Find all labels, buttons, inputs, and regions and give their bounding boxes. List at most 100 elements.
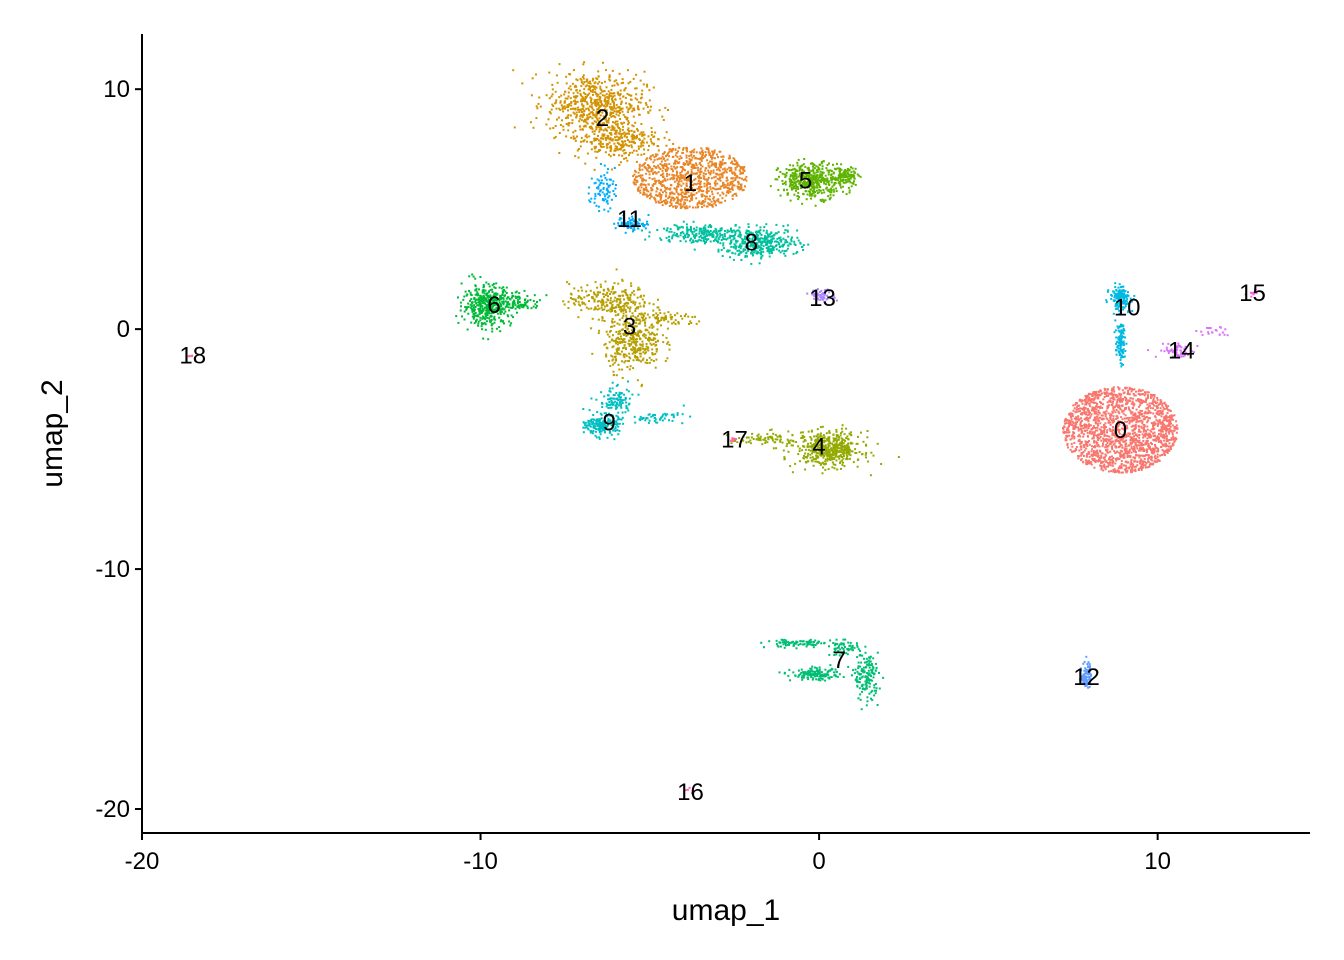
- data-point: [684, 207, 687, 210]
- data-point: [643, 187, 645, 190]
- data-point: [635, 334, 638, 336]
- data-point: [725, 179, 728, 182]
- data-point: [632, 359, 635, 362]
- data-point: [713, 164, 716, 167]
- data-point: [640, 93, 643, 96]
- data-point: [1138, 428, 1141, 431]
- data-point: [726, 190, 729, 193]
- data-point: [673, 198, 676, 201]
- data-point: [1129, 436, 1132, 439]
- data-point: [842, 453, 845, 456]
- data-point: [1158, 403, 1161, 406]
- data-point: [695, 197, 698, 200]
- data-point: [1126, 417, 1129, 419]
- data-point: [1081, 407, 1084, 410]
- data-point: [609, 103, 612, 106]
- data-point: [628, 330, 630, 333]
- data-point: [647, 338, 649, 341]
- data-point: [1078, 449, 1081, 452]
- data-point: [656, 348, 658, 351]
- data-point: [665, 202, 668, 205]
- data-point: [1100, 429, 1103, 432]
- data-point: [599, 285, 602, 288]
- data-point: [594, 102, 597, 105]
- data-point: [622, 145, 625, 148]
- data-point: [605, 86, 608, 89]
- data-point: [1134, 439, 1137, 442]
- data-point: [738, 186, 740, 189]
- data-point: [605, 330, 608, 333]
- data-point: [639, 174, 642, 177]
- data-point: [1173, 427, 1176, 429]
- data-point: [622, 125, 625, 128]
- data-point: [694, 156, 697, 159]
- data-point: [603, 90, 606, 93]
- data-point: [1097, 424, 1100, 427]
- data-point: [675, 177, 678, 180]
- data-point: [579, 115, 582, 118]
- data-point: [797, 445, 800, 448]
- data-point: [832, 163, 834, 166]
- data-point: [615, 145, 618, 148]
- data-point: [1130, 416, 1133, 419]
- data-point: [1092, 452, 1095, 454]
- data-point: [1157, 404, 1160, 407]
- data-point: [634, 316, 637, 319]
- data-point: [807, 452, 810, 455]
- data-point: [652, 360, 655, 362]
- data-point: [660, 324, 662, 327]
- data-point: [657, 145, 660, 147]
- data-point: [799, 174, 801, 177]
- data-point: [774, 438, 777, 441]
- data-point: [1130, 447, 1133, 450]
- data-point: [797, 175, 800, 178]
- data-point: [648, 157, 651, 160]
- data-point: [1157, 433, 1160, 435]
- data-point: [597, 93, 600, 96]
- data-point: [1124, 414, 1127, 417]
- data-point: [1062, 431, 1065, 434]
- data-point: [596, 113, 598, 116]
- data-point: [798, 450, 801, 453]
- data-point: [555, 101, 557, 104]
- data-point: [584, 125, 587, 128]
- data-point: [563, 105, 566, 108]
- data-point: [1100, 468, 1103, 471]
- data-point: [618, 142, 621, 145]
- data-point: [1171, 418, 1173, 421]
- data-point: [1142, 455, 1145, 458]
- data-point: [681, 196, 684, 198]
- data-point: [833, 178, 836, 180]
- data-point: [1105, 454, 1108, 457]
- data-point: [1075, 418, 1078, 421]
- data-point: [626, 296, 629, 299]
- data-point: [1082, 461, 1085, 464]
- cluster-1-points: [632, 146, 748, 210]
- data-point: [638, 175, 641, 177]
- data-point: [572, 298, 575, 301]
- data-point: [844, 179, 847, 181]
- data-point: [668, 150, 671, 153]
- data-point: [1165, 415, 1168, 418]
- data-point: [1130, 425, 1133, 428]
- data-point: [672, 178, 675, 181]
- data-point: [1107, 404, 1110, 407]
- data-point: [1167, 405, 1170, 408]
- data-point: [684, 163, 687, 165]
- data-point: [818, 444, 821, 447]
- data-point: [1119, 394, 1122, 397]
- data-point: [643, 133, 646, 136]
- data-point: [663, 152, 666, 155]
- data-point: [1093, 458, 1096, 461]
- data-point: [737, 164, 740, 167]
- data-point: [688, 205, 691, 208]
- data-point: [676, 155, 679, 158]
- data-point: [699, 202, 702, 205]
- data-point: [691, 164, 694, 167]
- data-point: [1098, 390, 1101, 393]
- data-point: [582, 112, 585, 115]
- data-point: [570, 104, 573, 107]
- data-point: [1082, 427, 1085, 430]
- data-point: [606, 333, 609, 336]
- data-point: [1163, 423, 1166, 426]
